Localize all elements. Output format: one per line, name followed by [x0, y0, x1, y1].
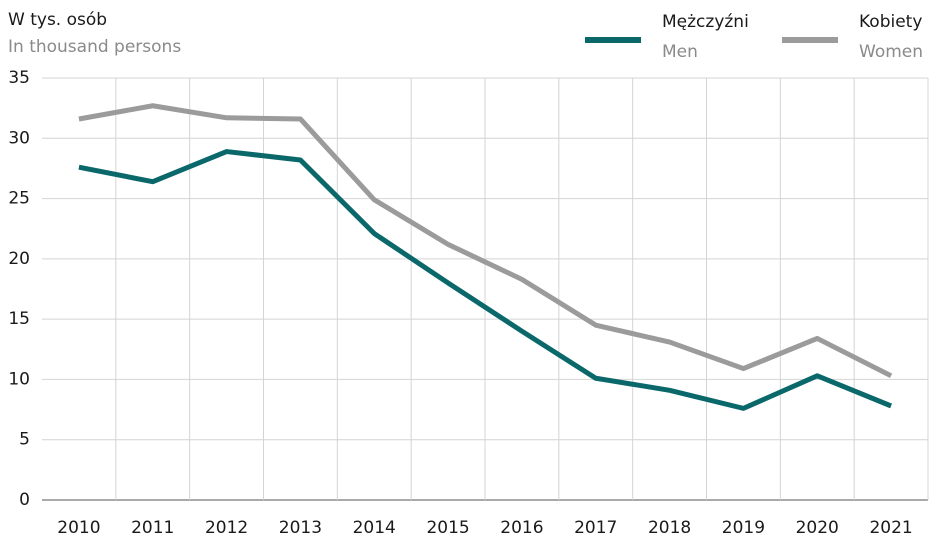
y-tick-label: 10 [8, 369, 30, 389]
x-tick-label: 2017 [574, 518, 617, 538]
legend-sublabel: Women [859, 42, 923, 62]
x-tick-label: 2010 [57, 518, 100, 538]
y-tick-label: 30 [8, 128, 30, 148]
x-tick-label: 2018 [648, 518, 691, 538]
y-tick-label: 0 [19, 490, 30, 510]
x-tick-label: 2012 [205, 518, 248, 538]
y-axis-subtitle: In thousand persons [8, 37, 181, 57]
x-tick-label: 2016 [500, 518, 543, 538]
y-tick-label: 25 [8, 189, 30, 209]
x-tick-label: 2019 [722, 518, 765, 538]
legend-label: Kobiety [859, 12, 922, 32]
x-tick-label: 2011 [131, 518, 174, 538]
y-tick-label: 35 [8, 68, 30, 88]
legend-label: Mężczyźni [662, 12, 749, 32]
legend-sublabel: Men [662, 42, 698, 62]
x-tick-label: 2014 [353, 518, 396, 538]
y-tick-label: 20 [8, 249, 30, 269]
x-tick-label: 2020 [796, 518, 839, 538]
y-tick-label: 5 [19, 430, 30, 450]
series-line [78, 149, 893, 411]
x-tick-label: 2015 [426, 518, 469, 538]
x-tick-label: 2021 [869, 518, 912, 538]
y-axis-title: W tys. osób [8, 10, 107, 30]
y-tick-label: 15 [8, 309, 30, 329]
x-tick-label: 2013 [279, 518, 322, 538]
series-line [78, 103, 893, 379]
